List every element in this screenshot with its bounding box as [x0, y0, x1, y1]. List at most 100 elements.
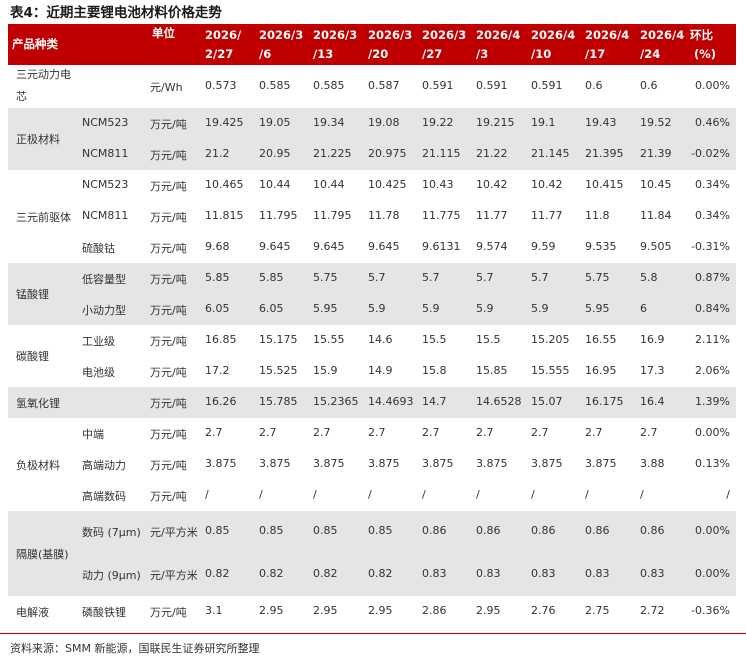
change-cell: 0.00% [695, 78, 730, 92]
price-cell: 0.85 [313, 524, 338, 537]
header-date: 2026/3 [368, 28, 413, 42]
table-row: 数码 (7μm) 元/平方米 0.85 0.85 0.85 0.85 0.86 0.86 0.8… [8, 511, 736, 553]
price-cell: 19.22 [422, 115, 454, 129]
price-cell: 0.585 [259, 78, 291, 92]
row-subcategory: NCM523 [82, 177, 129, 191]
header-date: 2026/3 [259, 28, 304, 42]
row-subcategory: 高端数码 [82, 489, 126, 503]
row-subcategory: 中端 [82, 427, 104, 441]
price-cell: 0.82 [205, 566, 230, 580]
price-cell: 2.7 [205, 425, 223, 439]
price-cell: 0.86 [531, 524, 556, 537]
price-cell: 5.95 [585, 301, 610, 315]
header-date: /17 [585, 47, 606, 61]
row-unit: 万元/吨 [150, 210, 187, 224]
change-cell: 0.00% [695, 524, 730, 537]
table-row: 低容量型 万元/吨 5.85 5.85 5.75 5.7 5.7 5.7 5.7 5.75 5.8 0… [8, 263, 736, 294]
header-change: 环比 [690, 28, 713, 42]
row-group [8, 325, 736, 387]
price-cell: 2.95 [313, 603, 338, 617]
price-cell: 5.7 [422, 270, 440, 284]
row-subcategory: NCM523 [82, 115, 129, 129]
price-cell: 5.9 [422, 301, 440, 315]
row-group [8, 596, 736, 627]
price-cell: 5.7 [368, 270, 386, 284]
price-cell: 3.88 [640, 456, 665, 470]
table-footer: 资料来源：SMM 新能源，国联民生证券研究所整理 [0, 633, 746, 655]
price-cell: 11.77 [531, 208, 563, 222]
price-cell: 16.55 [585, 332, 617, 346]
header-date: /20 [368, 47, 389, 61]
price-cell: 20.975 [368, 146, 407, 160]
table-row: 硫酸钴 万元/吨 9.68 9.645 9.645 9.645 9.6131 9.574 9.5… [8, 232, 736, 263]
price-cell: 3.1 [205, 603, 223, 617]
price-cell: 15.525 [259, 363, 298, 377]
row-unit: 万元/吨 [150, 427, 187, 441]
price-cell: 3.875 [313, 456, 345, 470]
table-row: 高端动力 万元/吨 3.875 3.875 3.875 3.875 3.875 3.875 3.… [8, 449, 736, 480]
row-subcategory: 小动力型 [82, 303, 126, 317]
price-cell: / [259, 487, 263, 501]
change-cell: 0.84% [695, 301, 730, 315]
price-cell: 11.8 [585, 208, 610, 222]
row-group [8, 418, 736, 511]
table-row: 元/Wh 0.573 0.585 0.585 0.587 0.591 0.591 0.591 0… [8, 65, 736, 108]
price-cell: 15.205 [531, 332, 570, 346]
price-cell: 11.795 [259, 208, 298, 222]
price-cell: 9.574 [476, 239, 508, 253]
row-unit: 万元/吨 [150, 303, 187, 317]
price-cell: / [640, 487, 644, 501]
price-cell: 10.42 [531, 177, 563, 191]
price-cell: 5.7 [531, 270, 549, 284]
price-cell: 19.52 [640, 115, 672, 129]
price-cell: 15.555 [531, 363, 570, 377]
price-cell: 9.68 [205, 239, 230, 253]
header-date: /10 [531, 47, 552, 61]
price-cell: 9.645 [368, 239, 400, 253]
table-row: NCM523 万元/吨 10.465 10.44 10.44 10.425 10.43 10.… [8, 170, 736, 201]
price-cell: 21.22 [476, 146, 508, 160]
price-cell: 0.85 [259, 524, 284, 537]
price-cell: 6.05 [205, 301, 230, 315]
price-cell: 15.785 [259, 394, 298, 408]
price-cell: 2.72 [640, 603, 665, 617]
price-cell: 0.82 [259, 566, 284, 580]
row-unit: 万元/吨 [150, 148, 187, 162]
row-unit: 万元/吨 [150, 272, 187, 286]
price-cell: 2.7 [531, 425, 549, 439]
change-cell: -0.02% [691, 146, 730, 160]
price-cell: 3.875 [585, 456, 617, 470]
row-group [8, 170, 736, 263]
price-cell: 14.9 [368, 363, 393, 377]
price-cell: 15.5 [422, 332, 447, 346]
price-cell: / [422, 487, 426, 501]
price-cell: 3.875 [259, 456, 291, 470]
group-label: 正极材料 [16, 133, 60, 146]
row-unit: 万元/吨 [150, 458, 187, 472]
price-cell: 2.7 [259, 425, 277, 439]
price-cell: 15.5 [476, 332, 501, 346]
price-cell: 21.395 [585, 146, 624, 160]
group-label: 三元动力电芯 [16, 68, 71, 103]
price-cell: 2.95 [476, 603, 501, 617]
table-row: NCM811 万元/吨 21.2 20.95 21.225 20.975 21.115 21.… [8, 139, 736, 170]
row-unit: 万元/吨 [150, 396, 187, 410]
price-cell: 16.26 [205, 394, 237, 408]
row-unit: 万元/吨 [150, 117, 187, 131]
row-subcategory: NCM811 [82, 146, 129, 160]
price-cell: 5.9 [368, 301, 386, 315]
group-label: 锰酸锂 [16, 288, 49, 301]
price-cell: 5.75 [313, 270, 338, 284]
price-cell: 2.7 [313, 425, 331, 439]
price-cell: / [585, 487, 589, 501]
row-subcategory: 动力 (9μm) [82, 568, 141, 582]
change-cell: 2.11% [695, 332, 730, 346]
table-row: NCM811 万元/吨 11.815 11.795 11.795 11.78 11.775 1… [8, 201, 736, 232]
change-cell: 2.06% [695, 363, 730, 377]
price-cell: 9.535 [585, 239, 617, 253]
price-cell: 9.645 [313, 239, 345, 253]
row-unit: 元/平方米 [150, 526, 198, 539]
header-date: 2026/4 [476, 28, 521, 42]
header-date: /27 [422, 47, 443, 61]
price-cell: 11.84 [640, 208, 672, 222]
